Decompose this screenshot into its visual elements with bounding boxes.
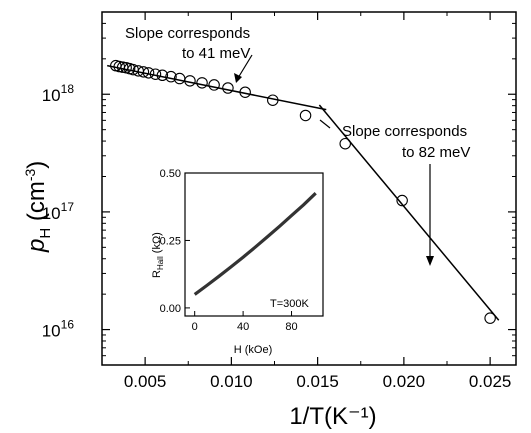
data-point (299, 109, 312, 122)
main-plot-frame (101, 11, 517, 366)
y-tick-label: 1017 (42, 200, 75, 223)
inset-x-tick-label: 80 (285, 321, 297, 333)
data-points (110, 59, 496, 324)
inset-y-tick-label: 0.25 (160, 235, 181, 247)
data-point (137, 66, 150, 78)
data-point (339, 137, 351, 150)
data-point (142, 67, 155, 79)
x-tick-label: 0.025 (469, 372, 512, 391)
data-point (184, 75, 196, 87)
annotation-82mev-line-1: Slope corresponds (342, 123, 467, 140)
data-point (484, 312, 496, 324)
y-axis-title: pH (cm-3) (22, 161, 54, 253)
annotation-82mev-arrowhead (426, 256, 434, 266)
inset-y-tick-label: 0.00 (160, 303, 181, 315)
annotation-41mev: Slope corresponds to 41 meV (125, 25, 253, 83)
annotation-41mev-arrowhead (234, 73, 242, 83)
data-point (239, 86, 251, 98)
inset-x-axis-title: H (kOe) (234, 344, 273, 356)
x-axis-title: 1/T(K⁻¹) (289, 403, 376, 430)
inset-x-tick-label: 0 (192, 321, 198, 333)
data-point (267, 94, 279, 106)
x-tick-label: 0.020 (383, 372, 426, 391)
data-point (165, 70, 177, 83)
x-tick-label: 0.015 (296, 372, 339, 391)
y-tick-label: 1016 (42, 318, 75, 341)
y-tick-label: 1018 (42, 82, 75, 105)
annotation-82mev-pointer (319, 119, 331, 129)
annotation-82mev-line-2: to 82 meV (402, 144, 470, 161)
data-point (196, 77, 208, 89)
inset-plot-frame (184, 172, 324, 317)
inset-y-tick-label: 0.50 (160, 168, 181, 180)
data-point (156, 69, 169, 82)
inset-temperature-label: T=300K (270, 298, 309, 310)
inset-x-tick-label: 40 (237, 321, 249, 333)
inset-plot: 0 40 80 0.00 0.25 0.50 RHall (kΩ) H (kOe) T=3… (145, 168, 326, 356)
axis-ticks: 0.005 0.010 0.015 0.020 0.025 1016 1017 1018 (42, 11, 516, 391)
inset-axis-ticks: 0 40 80 0.00 0.25 0.50 (160, 168, 298, 333)
annotation-82mev: Slope corresponds to 82 meV (319, 119, 470, 266)
annotation-41mev-arrow (237, 54, 253, 79)
inset-hall-resistance-line (193, 192, 317, 296)
hall-resistance-curve (193, 192, 317, 296)
data-point (149, 68, 162, 80)
data-point (222, 82, 234, 94)
inset-y-axis-title: RHall (kΩ) (151, 232, 165, 278)
x-tick-label: 0.005 (124, 372, 167, 391)
main-plot: 0.005 0.010 0.015 0.020 0.025 1016 1017 1018 pH… (22, 11, 517, 430)
annotation-41mev-line-2: to 41 meV (182, 45, 250, 62)
fit-line-1 (107, 64, 327, 111)
data-point (396, 194, 408, 207)
data-point (208, 79, 220, 91)
inset-background (145, 170, 326, 340)
annotation-41mev-line-1: Slope corresponds (125, 25, 250, 42)
x-tick-label: 0.010 (210, 372, 253, 391)
